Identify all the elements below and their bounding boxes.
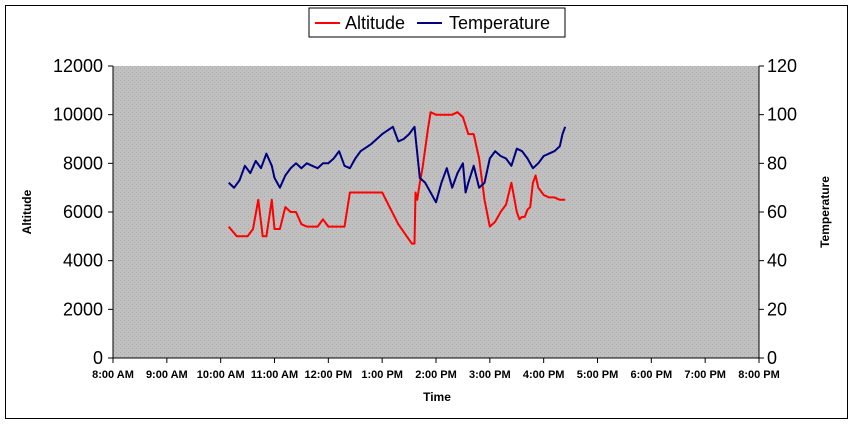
y-axis-title-right: Temperature: [818, 176, 832, 248]
x-tick-label: 11:00 AM: [251, 369, 298, 381]
y-tick-label-right: 40: [767, 251, 787, 271]
y-tick-label-right: 0: [767, 348, 777, 368]
y-tick-label-right: 100: [767, 105, 797, 125]
x-tick-label: 8:00 PM: [738, 369, 780, 381]
x-axis-title: Time: [423, 390, 451, 404]
y-tick-label-right: 20: [767, 299, 787, 319]
legend-label-altitude: Altitude: [345, 13, 405, 33]
x-tick-label: 2:00 PM: [415, 369, 457, 381]
x-tick-label: 4:00 PM: [523, 369, 565, 381]
x-tick-label: 6:00 PM: [631, 369, 673, 381]
series-layer: [227, 111, 567, 245]
y-ticks-right: 0 20 40 60 80 100 120: [759, 56, 797, 368]
y-tick-label-left: 10000: [53, 105, 103, 125]
y-tick-label-left: 12000: [53, 56, 103, 76]
y-axis-title-left: Altitude: [20, 189, 34, 234]
x-tick-label: 7:00 PM: [684, 369, 726, 381]
x-tick-label: 1:00 PM: [361, 369, 403, 381]
series-line-temperature: [228, 125, 567, 204]
x-tick-label: 8:00 AM: [92, 369, 134, 381]
x-tick-label: 5:00 PM: [577, 369, 619, 381]
x-tick-label: 12:00 PM: [304, 369, 352, 381]
y-tick-label-left: 6000: [63, 202, 103, 222]
legend: Altitude Temperature: [308, 7, 566, 38]
y-tick-label-left: 0: [93, 348, 103, 368]
plot-area: [113, 66, 759, 358]
y-ticks-left: 0 2000 4000 6000 8000 10000 12000: [53, 56, 113, 368]
series-line-altitude: [227, 111, 566, 245]
y-tick-label-left: 2000: [63, 299, 103, 319]
legend-label-temperature: Temperature: [449, 13, 550, 33]
y-tick-label-right: 80: [767, 153, 787, 173]
y-tick-label-right: 120: [767, 56, 797, 76]
y-tick-label-right: 60: [767, 202, 787, 222]
y-tick-label-left: 4000: [63, 251, 103, 271]
x-tick-label: 3:00 PM: [469, 369, 511, 381]
x-tick-label: 9:00 AM: [146, 369, 188, 381]
x-ticks: 8:00 AM 9:00 AM 10:00 AM 11:00 AM 12:00 PM 1:…: [92, 358, 780, 381]
x-tick-label: 10:00 AM: [197, 369, 245, 381]
y-tick-label-left: 8000: [63, 153, 103, 173]
